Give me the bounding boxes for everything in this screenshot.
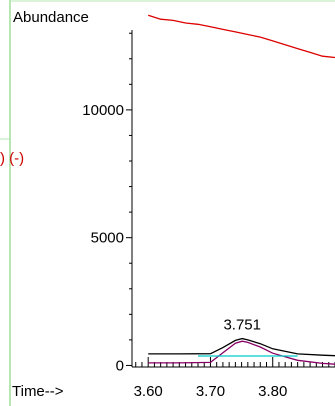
series-line-1 [148, 14, 335, 59]
y-tick-label: 5000 [91, 230, 124, 247]
peak-annotation: 3.751 [223, 317, 261, 334]
series-line-2 [148, 337, 335, 357]
series-line-3 [148, 340, 335, 365]
y-tick-label: 10000 [82, 102, 124, 119]
x-axis-label: Time--> [12, 383, 64, 400]
x-tick-label: 3.70 [196, 383, 225, 400]
x-tick-label: 3.80 [258, 383, 287, 400]
series-layer [148, 14, 335, 365]
y-tick-label: 0 [116, 357, 124, 374]
x-tick-label: 3.60 [134, 383, 163, 400]
side-label: ) (-) [0, 150, 24, 167]
y-axis-label: Abundance [13, 9, 89, 26]
axes: 0 5000 10000 3.60 3.70 3.80 [82, 30, 335, 400]
